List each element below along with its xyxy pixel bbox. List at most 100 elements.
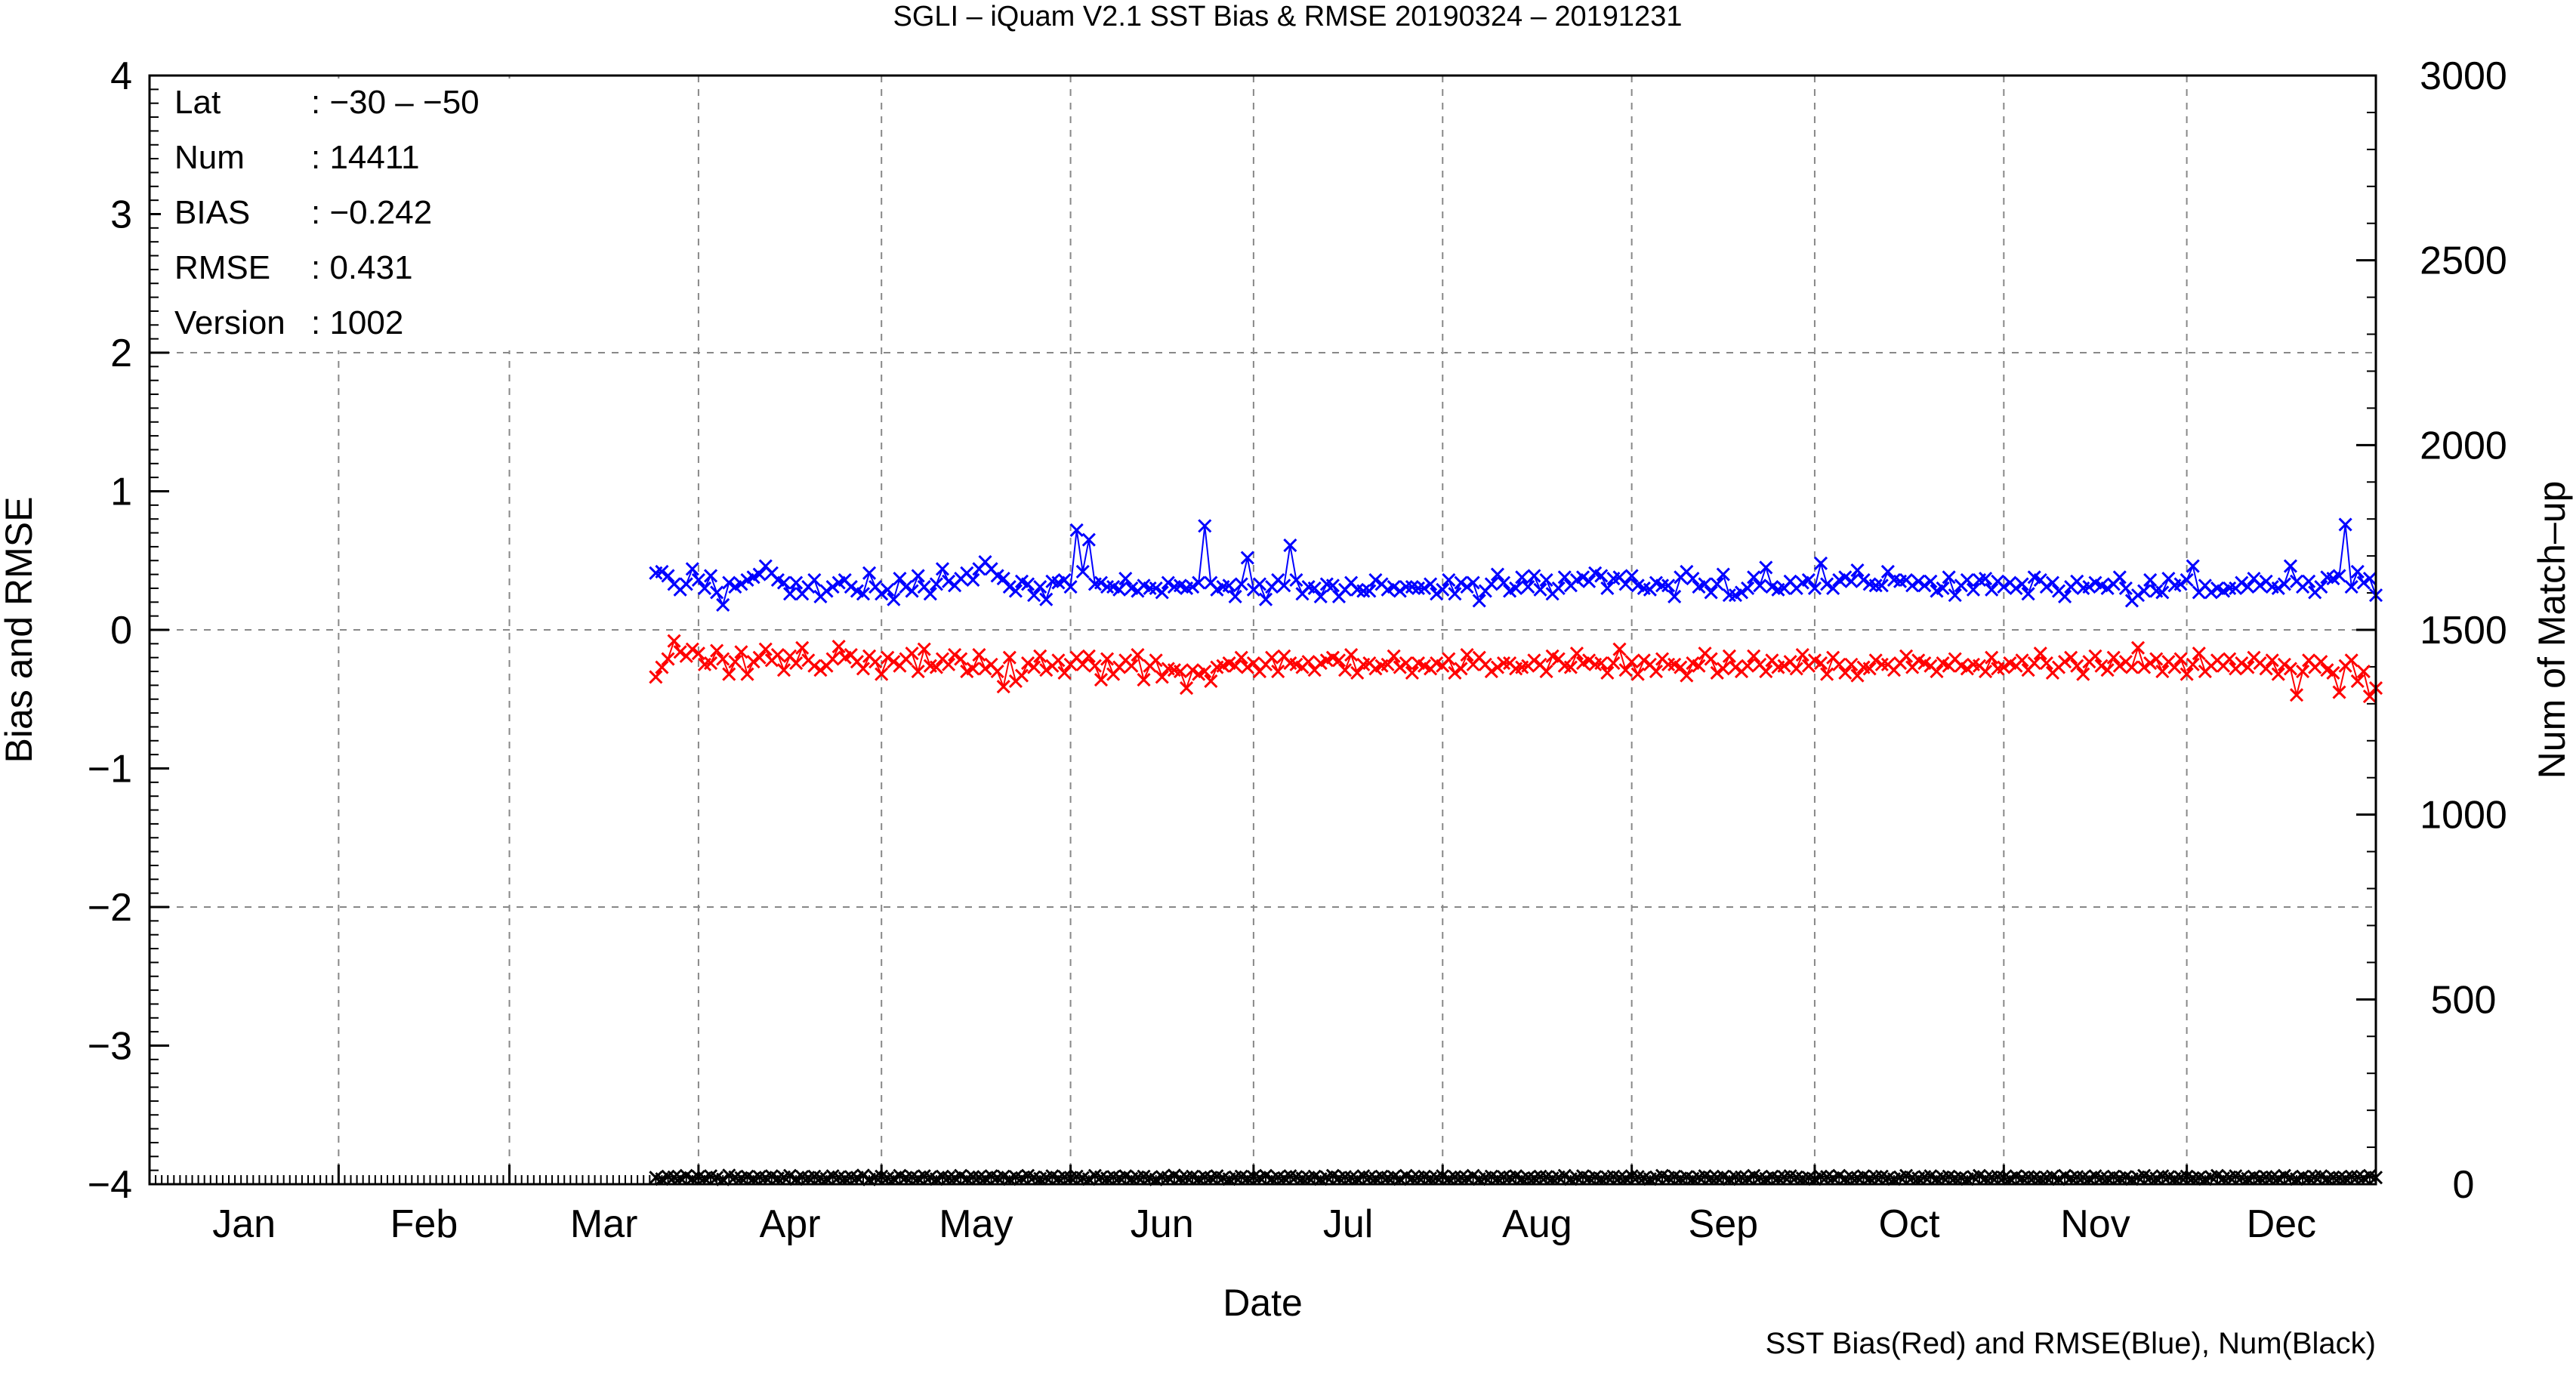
data-point-rmse <box>1234 577 1248 591</box>
left-axis-tick-label: 4 <box>110 54 132 98</box>
data-point-bias <box>1728 660 1743 674</box>
data-point-bias <box>2259 662 2273 676</box>
right-axis-tick-labels: 0 500 1000 1500 2000 2500 3000 <box>2420 54 2507 1207</box>
data-point-bias <box>2192 646 2206 661</box>
data-point-rmse <box>1118 572 1133 586</box>
data-point-rmse <box>2009 581 2023 596</box>
x-axis-month-label: Jun <box>1131 1202 1194 1246</box>
data-point-bias <box>1618 663 1633 677</box>
data-point-rmse <box>1850 563 1865 578</box>
data-point-rmse <box>1460 580 1474 594</box>
series-rmse <box>649 517 2383 612</box>
data-point-rmse <box>1533 582 1547 597</box>
data-point-bias <box>941 657 956 671</box>
data-point-rmse <box>1112 582 1127 597</box>
data-point-bias <box>1624 655 1639 669</box>
data-point-bias <box>1149 653 1163 668</box>
data-point-rmse <box>2112 570 2127 585</box>
data-point-bias <box>2149 652 2164 666</box>
data-point-bias <box>2137 660 2152 674</box>
data-point-rmse <box>2021 587 2035 601</box>
data-point-bias <box>948 647 962 662</box>
data-point-bias <box>722 667 736 681</box>
left-axis-tick-label: 1 <box>110 471 132 514</box>
data-point-rmse <box>935 562 950 576</box>
data-point-rmse <box>1686 572 1700 586</box>
data-point-bias <box>649 670 663 684</box>
data-point-rmse <box>1186 580 1200 594</box>
data-point-rmse <box>911 569 925 583</box>
data-point-rmse <box>966 572 980 588</box>
data-point-rmse <box>1960 572 1974 588</box>
left-axis-tick-label: −4 <box>88 1163 132 1207</box>
data-point-bias <box>673 645 687 659</box>
data-point-bias <box>1124 659 1139 673</box>
data-point-bias <box>1539 664 1553 679</box>
left-axis-tick-label: 3 <box>110 193 132 237</box>
stats-value: : 1002 <box>311 304 403 341</box>
left-axis-tick-label: −2 <box>88 886 132 930</box>
data-point-rmse <box>1143 581 1157 596</box>
data-point-rmse <box>1277 579 1291 593</box>
data-point-rmse <box>1368 572 1383 588</box>
data-point-rmse <box>941 574 956 588</box>
data-point-bias <box>2235 656 2249 671</box>
data-point-rmse <box>1911 574 1926 588</box>
data-point-bias <box>1899 649 1914 663</box>
stats-label: Lat <box>174 84 221 121</box>
data-point-bias <box>1131 647 1145 662</box>
data-point-bias <box>2155 664 2170 679</box>
data-point-bias <box>972 647 986 662</box>
data-point-bias <box>1563 660 1578 674</box>
right-axis-tick-label: 2500 <box>2420 239 2507 283</box>
data-point-rmse <box>2235 575 2249 590</box>
data-point-rmse <box>1716 567 1730 582</box>
data-point-bias <box>954 652 968 666</box>
data-point-bias <box>2356 664 2371 679</box>
data-point-rmse <box>1039 592 1054 606</box>
data-point-bias <box>1393 660 1407 674</box>
data-point-bias <box>716 652 730 666</box>
data-point-rmse <box>1442 572 1456 588</box>
data-point-rmse <box>2100 581 2115 596</box>
data-point-bias <box>2124 660 2139 674</box>
data-point-rmse <box>691 572 705 588</box>
data-point-rmse <box>2015 577 2029 591</box>
data-point-rmse <box>1557 570 1572 585</box>
data-point-rmse <box>1424 577 1438 591</box>
data-point-rmse <box>776 575 791 590</box>
data-point-bias <box>1234 650 1248 665</box>
data-point-bias <box>1137 672 1151 687</box>
data-point-bias <box>831 639 846 654</box>
x-axis-month-label: Dec <box>2247 1202 2316 1246</box>
data-point-rmse <box>734 577 748 591</box>
data-point-bias <box>1155 670 1169 684</box>
data-point-bias <box>2070 659 2084 673</box>
data-point-bias <box>752 650 767 665</box>
data-point-bias <box>2076 667 2090 681</box>
data-point-bias <box>1331 653 1347 668</box>
data-point-rmse <box>2039 580 2053 594</box>
data-point-rmse <box>875 587 889 601</box>
data-point-bias <box>875 667 889 681</box>
data-point-bias <box>881 650 895 665</box>
data-point-rmse <box>1313 589 1328 604</box>
data-point-bias <box>1399 656 1413 671</box>
data-point-rmse <box>1198 519 1212 533</box>
data-point-bias <box>1100 652 1115 666</box>
data-point-bias <box>2106 650 2121 665</box>
right-axis-label: Num of Match–up <box>2531 481 2573 779</box>
x-axis-month-label: Oct <box>1879 1202 1940 1246</box>
data-point-bias <box>1301 655 1316 669</box>
data-point-bias <box>1271 664 1285 679</box>
data-point-bias <box>813 663 828 677</box>
data-point-bias <box>1838 665 1853 680</box>
data-point-bias <box>1186 663 1200 677</box>
data-point-rmse <box>1917 579 1932 593</box>
data-point-rmse <box>1020 577 1035 591</box>
data-point-bias <box>2289 688 2304 702</box>
data-point-bias <box>703 656 718 671</box>
data-point-bias <box>1759 664 1773 679</box>
data-point-bias <box>2265 653 2279 668</box>
